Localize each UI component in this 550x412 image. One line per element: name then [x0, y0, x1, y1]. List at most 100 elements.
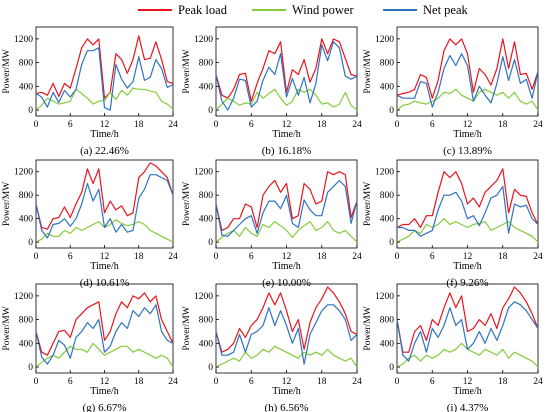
series-line-wind-power [35, 342, 174, 368]
y-tick-label: 1200 [375, 292, 394, 302]
x-tick-label: 12 [282, 252, 292, 262]
x-tick-label: 12 [463, 252, 473, 262]
series-line-net-peak [215, 304, 358, 365]
y-axis-label: Power/MW [2, 49, 12, 93]
y-tick-label: 0 [28, 238, 33, 248]
y-tick-label: 800 [199, 316, 214, 326]
x-axis-label: Time/h [453, 386, 482, 397]
x-tick-label: 18 [134, 252, 144, 262]
x-axis-label: Time/h [453, 129, 482, 140]
y-tick-label: 800 [19, 316, 34, 326]
y-axis-label: Power/MW [182, 182, 192, 226]
series-line-net-peak [396, 53, 539, 108]
y-tick-label: 0 [389, 106, 394, 116]
x-tick-label: 0 [34, 120, 39, 130]
y-axis-label: Power/MW [363, 182, 373, 226]
y-tick-label: 0 [389, 363, 394, 373]
series-line-peak-load [35, 292, 174, 356]
y-axis-label: Power/MW [363, 49, 373, 93]
y-axis-label: Power/MW [2, 182, 12, 226]
chart-b: 0 6 12 18 24 0 400 800 1200 Time/h Power/MW (b) 16.… [182, 26, 362, 157]
y-axis-label: Power/MW [363, 306, 373, 350]
series-line-wind-power [396, 88, 539, 111]
x-tick-label: 24 [352, 252, 362, 262]
subplot-caption: (b) 16.18% [262, 145, 312, 157]
chart-h: 0 6 12 18 24 0 400 800 1200 Time/h Power/MW (h) 6.5… [182, 283, 362, 412]
x-tick-label: 24 [533, 252, 543, 262]
legend: Peak load Wind power Net peak [0, 0, 550, 22]
x-axis-label: Time/h [90, 386, 119, 397]
y-tick-label: 400 [19, 215, 34, 225]
y-tick-label: 1200 [14, 35, 33, 45]
x-tick-label: 24 [168, 120, 178, 130]
x-tick-label: 18 [317, 120, 327, 130]
x-tick-label: 12 [463, 120, 473, 130]
y-tick-label: 400 [199, 339, 214, 349]
y-tick-label: 800 [199, 59, 214, 69]
x-tick-label: 24 [352, 120, 362, 130]
subplot-caption: (d) 10.61% [80, 277, 130, 289]
series-line-net-peak [35, 174, 174, 239]
x-axis-label: Time/h [272, 386, 301, 397]
subplot-caption: (e) 10.00% [262, 277, 311, 289]
plot-frame [35, 159, 174, 249]
subplot-caption: (g) 6.67% [83, 402, 127, 412]
x-tick-label: 6 [430, 120, 435, 130]
series-line-net-peak [215, 41, 358, 111]
subplot-caption: (i) 4.37% [447, 402, 489, 412]
x-tick-label: 18 [498, 120, 508, 130]
series-line-peak-load [35, 162, 174, 230]
legend-item-wind-power: Wind power [252, 2, 354, 18]
x-tick-label: 18 [317, 377, 327, 387]
y-tick-label: 0 [208, 363, 213, 373]
legend-item-net-peak: Net peak [383, 2, 468, 18]
legend-item-peak-load: Peak load [138, 2, 227, 18]
y-tick-label: 1200 [14, 168, 33, 178]
y-tick-label: 1200 [194, 168, 213, 178]
y-tick-label: 0 [208, 238, 213, 248]
y-tick-label: 1200 [375, 168, 394, 178]
legend-label-peak-load: Peak load [178, 2, 227, 17]
x-tick-label: 24 [168, 377, 178, 387]
x-tick-label: 12 [282, 120, 292, 130]
y-tick-label: 800 [380, 59, 395, 69]
x-tick-label: 6 [430, 252, 435, 262]
legend-swatch-net-peak [383, 9, 417, 11]
x-tick-label: 18 [134, 377, 144, 387]
chart-a: 0 6 12 18 24 0 400 800 1200 Time/h Power/MW (a) 22.… [2, 26, 178, 157]
x-tick-label: 6 [68, 377, 73, 387]
series-line-wind-power [215, 345, 358, 368]
chart-e: 0 6 12 18 24 0 400 800 1200 Time/h Power/MW (e) 10.… [182, 159, 362, 289]
series-line-peak-load [215, 171, 358, 231]
x-axis-label: Time/h [453, 261, 482, 272]
subplot-caption: (c) 13.89% [443, 145, 492, 157]
series-line-net-peak [396, 301, 539, 362]
x-tick-label: 12 [100, 120, 110, 130]
x-tick-label: 24 [533, 377, 543, 387]
y-tick-label: 1200 [194, 292, 213, 302]
x-tick-label: 6 [430, 377, 435, 387]
chart-g: 0 6 12 18 24 0 400 800 1200 Time/h Power/MW (g) 6.6… [2, 283, 178, 412]
y-tick-label: 800 [380, 316, 395, 326]
y-tick-label: 1200 [194, 35, 213, 45]
series-line-wind-power [35, 219, 174, 243]
y-tick-label: 0 [28, 363, 33, 373]
y-tick-label: 0 [389, 238, 394, 248]
legend-label-net-peak: Net peak [423, 2, 468, 17]
x-tick-label: 0 [395, 120, 400, 130]
series-line-peak-load [215, 38, 358, 102]
subplot-caption: (f) 9.26% [446, 277, 488, 289]
legend-swatch-peak-load [138, 9, 172, 11]
x-tick-label: 0 [214, 377, 219, 387]
y-tick-label: 0 [208, 106, 213, 116]
x-tick-label: 6 [249, 252, 254, 262]
y-tick-label: 1200 [14, 292, 33, 302]
x-tick-label: 0 [34, 377, 39, 387]
x-tick-label: 18 [498, 252, 508, 262]
y-tick-label: 400 [19, 82, 34, 92]
series-line-peak-load [396, 168, 539, 229]
x-tick-label: 0 [395, 377, 400, 387]
series-line-wind-power [215, 88, 358, 111]
y-axis-label: Power/MW [182, 49, 192, 93]
